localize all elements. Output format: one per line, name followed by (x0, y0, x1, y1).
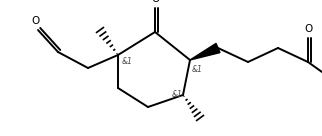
Text: &1: &1 (172, 90, 183, 99)
Text: O: O (305, 24, 313, 34)
Text: &1: &1 (122, 57, 133, 66)
Polygon shape (190, 43, 220, 60)
Text: O: O (152, 0, 160, 4)
Text: &1: &1 (192, 65, 203, 74)
Text: O: O (32, 16, 40, 26)
